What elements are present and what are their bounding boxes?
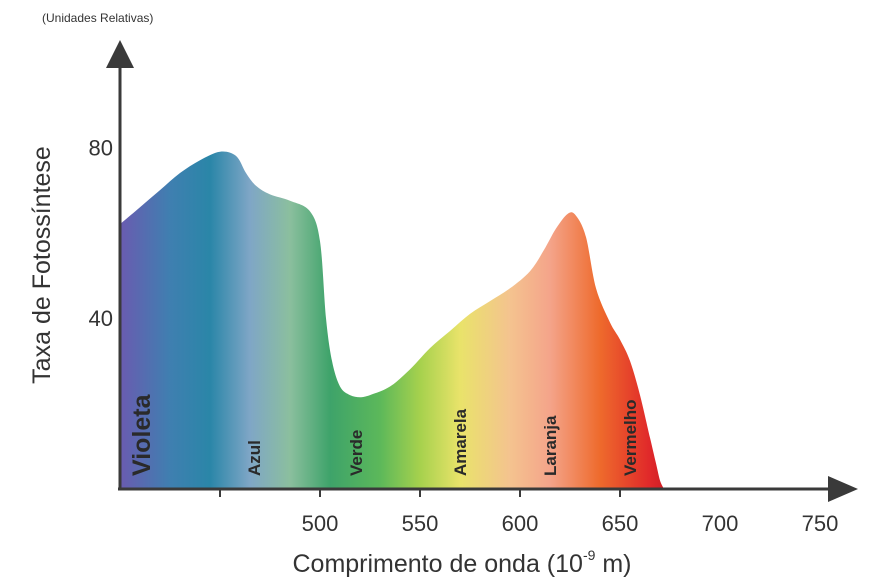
x-tick-label: 700 (702, 511, 739, 536)
band-label-laranja: Laranja (541, 415, 560, 476)
y-axis-title: Taxa de Fotossíntese (28, 146, 56, 384)
x-tick-label: 600 (502, 511, 539, 536)
x-axis-title-unit: m) (595, 550, 631, 578)
band-label-violeta: Violeta (128, 393, 156, 476)
y-tick-label: 40 (89, 306, 113, 331)
photosynthesis-area (120, 151, 664, 489)
y-ticks: 80 40 (89, 135, 113, 331)
band-label-amarela: Amarela (451, 408, 470, 476)
x-tick-label: 650 (602, 511, 639, 536)
x-axis-arrow (828, 476, 858, 502)
x-axis-title: Comprimento de onda (10-9 m) (292, 547, 631, 578)
y-tick-label: 80 (89, 135, 113, 160)
x-axis-title-main: Comprimento de onda (10 (292, 550, 582, 578)
y-axis-arrow (106, 40, 134, 68)
x-tick-label: 750 (802, 511, 839, 536)
x-ticks: 500 550 600 650 700 750 (219, 489, 839, 536)
units-note: (Unidades Relativas) (42, 11, 153, 25)
band-label-azul: Azul (245, 440, 264, 476)
band-label-verde: Verde (347, 430, 366, 476)
x-tick-label: 500 (302, 511, 339, 536)
x-axis-title-exp: -9 (583, 547, 596, 563)
band-labels: Violeta Azul Verde Amarela Laranja Vermelho (128, 393, 640, 476)
band-label-vermelho: Vermelho (621, 399, 640, 476)
x-tick-label: 550 (402, 511, 439, 536)
